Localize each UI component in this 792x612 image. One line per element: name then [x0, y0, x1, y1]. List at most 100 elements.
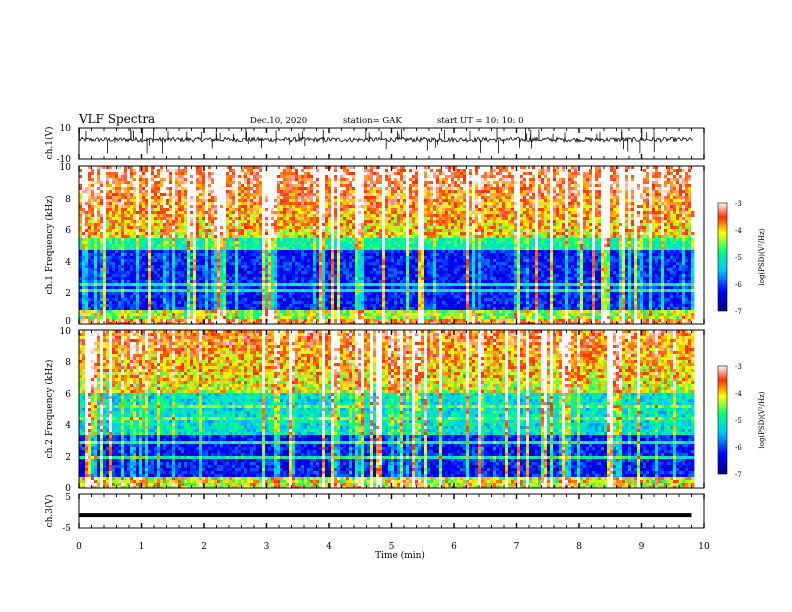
spectrogram-cell [508, 190, 512, 194]
spectrogram-cell [148, 229, 152, 233]
spectrogram-cell [568, 178, 572, 182]
spectrogram-cell [385, 217, 389, 221]
spectrogram-cell [376, 187, 380, 191]
spectrogram-cell [688, 202, 692, 206]
spectrogram-cell [454, 202, 458, 206]
spectrogram-cell [286, 217, 290, 221]
spectrogram-cell [262, 178, 266, 182]
spectrogram-cell [472, 196, 476, 200]
spectrogram-cell [181, 196, 185, 200]
spectrogram-cell [352, 220, 356, 224]
spectrogram-cell [454, 169, 458, 173]
spectrogram-cell [352, 232, 356, 236]
spectrogram-cell [253, 166, 257, 170]
spectrogram-cell [202, 199, 206, 203]
spectrogram-cell [418, 190, 422, 194]
spectrogram-cell [667, 172, 671, 176]
spectrogram-cell [421, 202, 425, 206]
spectrogram-cell [691, 208, 695, 212]
spectrogram-cell [628, 175, 632, 179]
spectrogram-cell [220, 196, 224, 200]
spectrogram-cell [265, 199, 269, 203]
spectrogram-cell [208, 196, 212, 200]
spectrogram-cell [241, 235, 245, 239]
spectrogram-cell [661, 196, 665, 200]
spectrogram-cell [343, 184, 347, 188]
spectrogram-cell [670, 226, 674, 230]
spectrogram-cell [466, 205, 470, 209]
spectrogram-cell [109, 229, 113, 233]
spectrogram-cell [586, 208, 590, 212]
spectrogram-cell [118, 232, 122, 236]
spectrogram-cell [223, 169, 227, 173]
spectrogram-cell [121, 169, 125, 173]
spectrogram-cell [358, 199, 362, 203]
spectrogram-cell [646, 217, 650, 221]
spectrogram-cell [523, 175, 527, 179]
spectrogram-cell [247, 235, 251, 239]
spectrogram-cell [166, 187, 170, 191]
spectrogram-cell [385, 172, 389, 176]
spectrogram-cell [106, 166, 110, 170]
spectrogram-cell [166, 169, 170, 173]
spectrogram-cell [205, 232, 209, 236]
spectrogram-cell [652, 181, 656, 185]
spectrogram-cell [355, 226, 359, 230]
spectrogram-cell [229, 229, 233, 233]
spectrogram-cell [550, 187, 554, 191]
spectrogram-cell [85, 178, 89, 182]
spectrogram-cell [475, 211, 479, 215]
spectrogram-cell [301, 166, 305, 170]
spectrogram-cell [424, 208, 428, 212]
spectrogram-cell [502, 175, 506, 179]
spectrogram-cell [436, 217, 440, 221]
spectrogram-cell [175, 178, 179, 182]
spectrogram-cell [541, 175, 545, 179]
spectrogram-cell [571, 211, 575, 215]
spectrogram-cell [562, 196, 566, 200]
spectrogram-cell [622, 232, 626, 236]
spectrogram-cell [499, 178, 503, 182]
spectrogram-cell [436, 172, 440, 176]
spectrogram-cell [463, 226, 467, 230]
spectrogram-cell [625, 208, 629, 212]
spectrogram-cell [460, 190, 464, 194]
spectrogram-cell [307, 178, 311, 182]
spectrogram-cell [577, 172, 581, 176]
spectrogram-cell [373, 232, 377, 236]
spectrogram-cell [184, 211, 188, 215]
spectrogram-cell [256, 232, 260, 236]
spectrogram-cell [472, 223, 476, 227]
spectrogram-cell [163, 199, 167, 203]
spectrogram-cell [139, 217, 143, 221]
spectrogram-cell [196, 214, 200, 218]
spectrogram-cell [547, 187, 551, 191]
spectrogram-cell [211, 175, 215, 179]
spectrogram-cell [307, 187, 311, 191]
spectrogram-cell [454, 199, 458, 203]
spectrogram-cell [250, 175, 254, 179]
spectrogram-cell [673, 166, 677, 170]
spectrogram-cell [529, 217, 533, 221]
spectrogram-cell [382, 214, 386, 218]
spectrogram-cell [466, 211, 470, 215]
spectrogram-cell [79, 220, 83, 224]
spectrogram-cell [643, 166, 647, 170]
spectrogram-cell [622, 181, 626, 185]
spectrogram-cell [94, 202, 98, 206]
spectrogram-cell [469, 196, 473, 200]
spectrogram-cell [343, 187, 347, 191]
spectrogram-cell [112, 175, 116, 179]
spectrogram-cell [82, 226, 86, 230]
spectrogram-cell [583, 205, 587, 209]
spectrogram-cell [625, 196, 629, 200]
spectrogram-cell [478, 205, 482, 209]
spectrogram-cell [217, 190, 221, 194]
spectrogram-cell [148, 211, 152, 215]
spectrogram-cell [175, 208, 179, 212]
spectrogram-cell [208, 229, 212, 233]
spectrogram-cell [673, 226, 677, 230]
spectrogram-cell [574, 205, 578, 209]
spectrogram-cell [190, 169, 194, 173]
spectrogram-cell [568, 169, 572, 173]
